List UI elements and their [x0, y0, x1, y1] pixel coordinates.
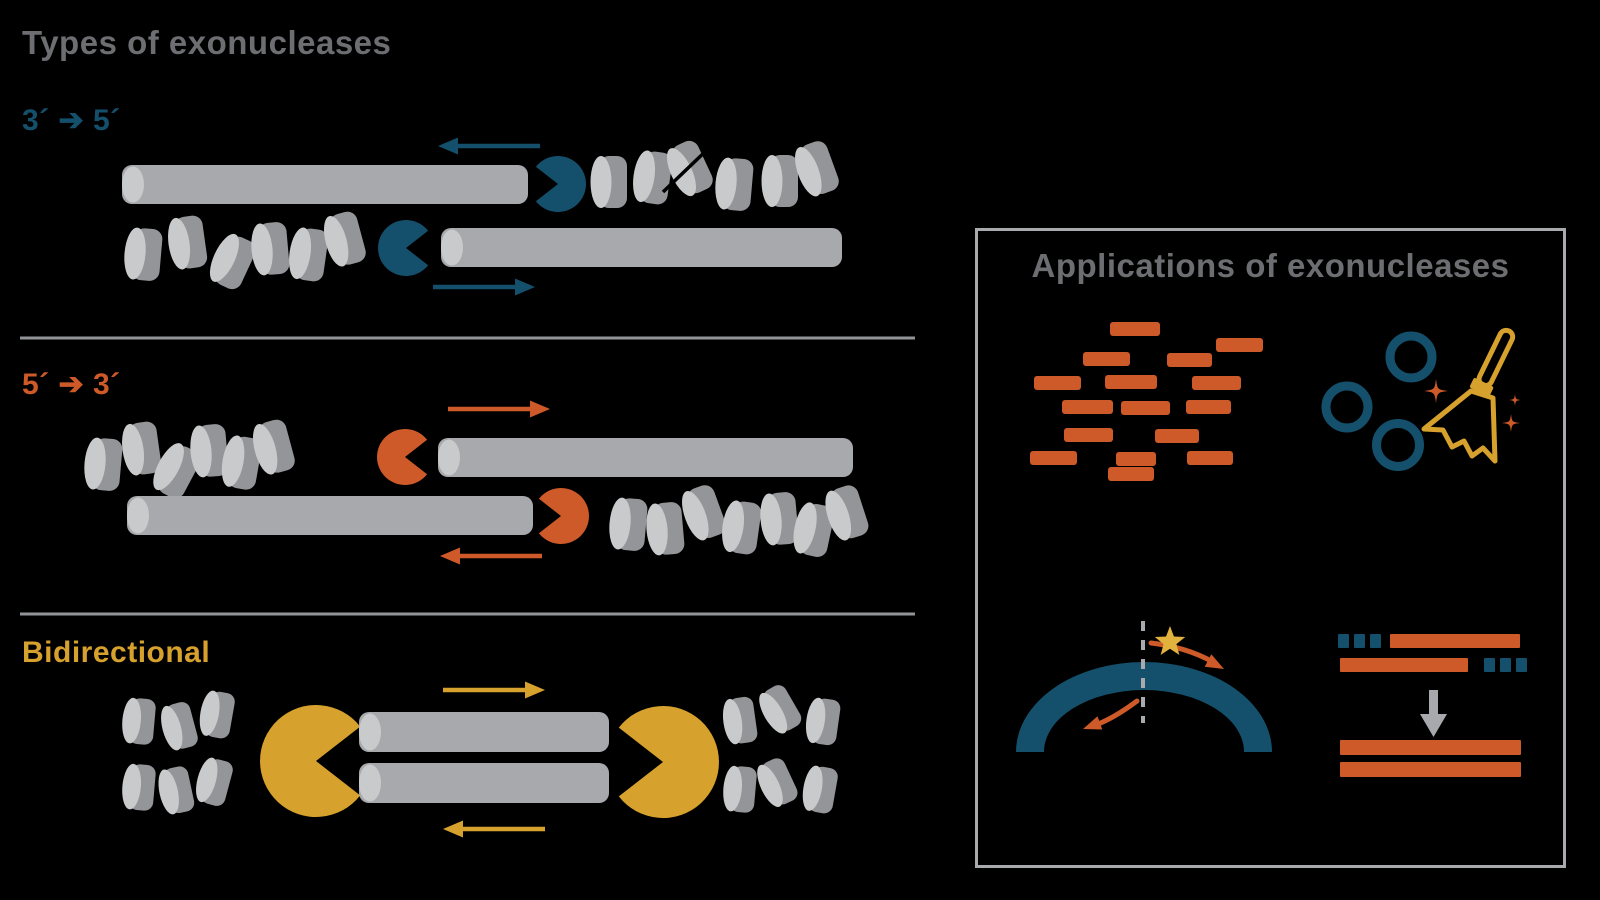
exonuclease-pacman	[535, 156, 586, 212]
section-label-bidirectional: Bidirectional	[22, 636, 211, 669]
section-bidirectional-diagram	[120, 681, 842, 838]
plasmid-ring	[1321, 381, 1373, 433]
exonuclease-pacman	[378, 220, 429, 276]
direction-arrow-left	[440, 548, 542, 565]
down-arrow-icon	[1420, 690, 1447, 737]
plasmids-broom-icon	[1321, 327, 1521, 471]
direction-arrow-left	[438, 138, 540, 155]
applications-panel: Applications of exonucleases	[975, 228, 1566, 868]
nucleotide-debris	[720, 681, 842, 815]
arch-star-icon	[1016, 621, 1272, 752]
dna-strand	[438, 438, 853, 477]
direction-arrow-right	[443, 682, 545, 699]
plasmid-ring	[1372, 419, 1424, 471]
direction-arrow-left	[443, 821, 545, 838]
exonuclease-pacman	[377, 429, 428, 485]
dna-strand	[359, 712, 609, 752]
dna-strand	[441, 228, 842, 267]
end-blunting-icon	[1338, 634, 1527, 777]
section-3-to-5-diagram	[122, 138, 842, 296]
direction-arrow-right	[433, 279, 535, 296]
nucleotide-debris	[607, 482, 872, 559]
exonuclease-pacman	[260, 705, 361, 817]
page-title: Types of exonucleases	[22, 24, 392, 61]
dna-arch	[1016, 662, 1272, 752]
panel-title: Applications of exonucleases	[1031, 247, 1510, 284]
section-label-5-to-3: 5´ ➔ 3´	[22, 368, 121, 401]
cleaved-nucleotide-slash	[661, 146, 711, 194]
section-label-3-to-5: 3´ ➔ 5´	[22, 104, 121, 137]
dna-strand	[122, 165, 528, 204]
broom-icon	[1421, 327, 1516, 464]
nucleotide-debris	[122, 209, 369, 293]
exonuclease-pacman	[538, 488, 589, 544]
nucleotide-debris	[120, 689, 237, 817]
nucleotide-debris	[590, 137, 842, 212]
exonuclease-pacman	[618, 706, 719, 818]
plasmid-ring	[1385, 331, 1437, 383]
direction-arrow-right	[448, 401, 550, 418]
section-5-to-3-diagram	[82, 401, 872, 565]
dna-strand	[127, 496, 533, 535]
dna-strand	[359, 763, 609, 803]
nucleotide-debris	[82, 417, 298, 502]
dna-fragments-icon	[1030, 322, 1263, 481]
